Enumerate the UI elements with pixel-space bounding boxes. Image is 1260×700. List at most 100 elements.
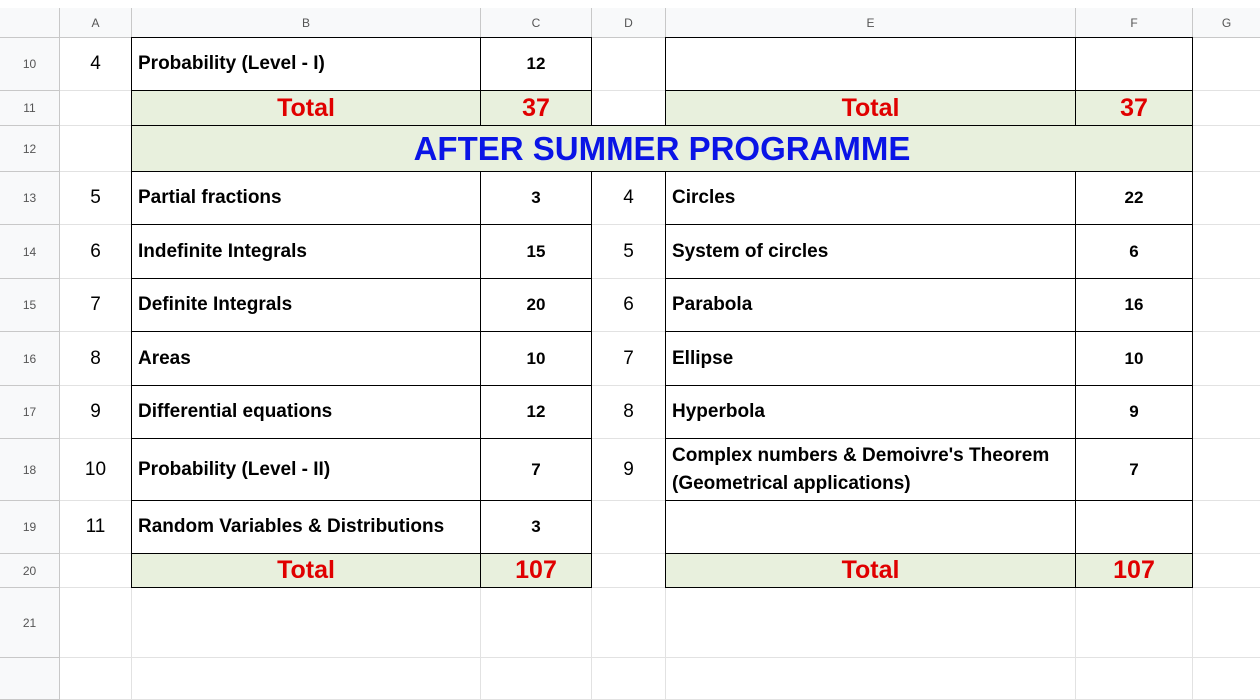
row-header[interactable]: 20 bbox=[0, 554, 60, 588]
total-value-right[interactable]: 107 bbox=[1075, 553, 1193, 588]
topic-right[interactable] bbox=[665, 500, 1076, 554]
topic-right[interactable] bbox=[665, 37, 1076, 91]
cell-g[interactable] bbox=[1193, 91, 1260, 126]
cell-serial-right[interactable] bbox=[592, 501, 666, 554]
cell[interactable] bbox=[666, 658, 1076, 700]
topic-right[interactable]: System of circles bbox=[665, 224, 1076, 279]
topic-right[interactable]: Parabola bbox=[665, 278, 1076, 332]
cell-g[interactable] bbox=[1193, 38, 1260, 91]
row-header[interactable]: 10 bbox=[0, 38, 60, 91]
cell-serial-right[interactable] bbox=[592, 38, 666, 91]
column-header-b[interactable]: B bbox=[132, 8, 481, 38]
total-label-left[interactable]: Total bbox=[131, 90, 481, 126]
cell-serial-right[interactable]: 7 bbox=[592, 332, 666, 386]
total-value-right[interactable]: 37 bbox=[1075, 90, 1193, 126]
column-header-d[interactable]: D bbox=[592, 8, 666, 38]
cell[interactable] bbox=[60, 658, 132, 700]
cell-serial-right[interactable]: 5 bbox=[592, 225, 666, 279]
topic-right[interactable]: Circles bbox=[665, 171, 1076, 225]
row-header[interactable] bbox=[0, 658, 60, 700]
hours-right[interactable]: 22 bbox=[1075, 171, 1193, 225]
hours-right[interactable]: 16 bbox=[1075, 278, 1193, 332]
hours-right[interactable] bbox=[1075, 500, 1193, 554]
select-all-corner[interactable] bbox=[0, 8, 60, 38]
cell-serial-left[interactable]: 11 bbox=[60, 501, 132, 554]
topic-left[interactable]: Areas bbox=[131, 331, 481, 386]
cell[interactable] bbox=[1193, 658, 1260, 700]
hours-left[interactable]: 15 bbox=[480, 224, 592, 279]
cell-serial-right[interactable] bbox=[592, 91, 666, 126]
cell-serial-left[interactable]: 10 bbox=[60, 439, 132, 501]
cell-serial-left[interactable] bbox=[60, 554, 132, 588]
cell-g[interactable] bbox=[1193, 439, 1260, 501]
cell-serial-left[interactable]: 6 bbox=[60, 225, 132, 279]
cell-g[interactable] bbox=[1193, 501, 1260, 554]
cell-serial-left[interactable] bbox=[60, 91, 132, 126]
column-header-c[interactable]: C bbox=[481, 8, 592, 38]
cell[interactable] bbox=[481, 588, 592, 658]
cell-serial-right[interactable]: 4 bbox=[592, 172, 666, 225]
total-label-left[interactable]: Total bbox=[131, 553, 481, 588]
row-header[interactable]: 16 bbox=[0, 332, 60, 386]
topic-left[interactable]: Partial fractions bbox=[131, 171, 481, 225]
row-header[interactable]: 15 bbox=[0, 279, 60, 332]
column-header-g[interactable]: G bbox=[1193, 8, 1260, 38]
topic-right[interactable]: Hyperbola bbox=[665, 385, 1076, 439]
total-value-left[interactable]: 107 bbox=[480, 553, 592, 588]
cell-g[interactable] bbox=[1193, 172, 1260, 225]
row-header[interactable]: 14 bbox=[0, 225, 60, 279]
hours-left[interactable]: 12 bbox=[480, 37, 592, 91]
hours-right[interactable]: 7 bbox=[1075, 438, 1193, 501]
topic-right[interactable]: Ellipse bbox=[665, 331, 1076, 386]
hours-right[interactable]: 9 bbox=[1075, 385, 1193, 439]
cell-serial-right[interactable]: 8 bbox=[592, 386, 666, 439]
cell[interactable] bbox=[592, 658, 666, 700]
row-header[interactable]: 11 bbox=[0, 91, 60, 126]
cell[interactable] bbox=[1076, 588, 1193, 658]
cell-serial-right[interactable] bbox=[592, 554, 666, 588]
topic-left[interactable]: Probability (Level - II) bbox=[131, 438, 481, 501]
cell[interactable] bbox=[132, 658, 481, 700]
row-header[interactable]: 19 bbox=[0, 501, 60, 554]
cell-serial-left[interactable]: 9 bbox=[60, 386, 132, 439]
cell-serial-left[interactable]: 8 bbox=[60, 332, 132, 386]
hours-left[interactable]: 10 bbox=[480, 331, 592, 386]
cell-g[interactable] bbox=[1193, 554, 1260, 588]
hours-right[interactable]: 6 bbox=[1075, 224, 1193, 279]
hours-left[interactable]: 20 bbox=[480, 278, 592, 332]
topic-left[interactable]: Probability (Level - I) bbox=[131, 37, 481, 91]
total-label-right[interactable]: Total bbox=[665, 90, 1076, 126]
topic-left[interactable]: Differential equations bbox=[131, 385, 481, 439]
cell[interactable] bbox=[132, 588, 481, 658]
hours-left[interactable]: 7 bbox=[480, 438, 592, 501]
column-header-a[interactable]: A bbox=[60, 8, 132, 38]
cell[interactable] bbox=[592, 588, 666, 658]
cell-g[interactable] bbox=[1193, 279, 1260, 332]
hours-left[interactable]: 12 bbox=[480, 385, 592, 439]
total-label-right[interactable]: Total bbox=[665, 553, 1076, 588]
column-header-e[interactable]: E bbox=[666, 8, 1076, 38]
hours-left[interactable]: 3 bbox=[480, 171, 592, 225]
section-title[interactable]: AFTER SUMMER PROGRAMME bbox=[131, 125, 1193, 172]
topic-left[interactable]: Indefinite Integrals bbox=[131, 224, 481, 279]
row-header[interactable]: 21 bbox=[0, 588, 60, 658]
row-header[interactable]: 12 bbox=[0, 126, 60, 172]
hours-right[interactable]: 10 bbox=[1075, 331, 1193, 386]
row-header[interactable]: 13 bbox=[0, 172, 60, 225]
hours-right[interactable] bbox=[1075, 37, 1193, 91]
row-header[interactable]: 17 bbox=[0, 386, 60, 439]
cell[interactable] bbox=[60, 588, 132, 658]
cell-g[interactable] bbox=[1193, 332, 1260, 386]
cell[interactable] bbox=[1076, 658, 1193, 700]
row-header[interactable]: 18 bbox=[0, 439, 60, 501]
cell-serial-left[interactable]: 7 bbox=[60, 279, 132, 332]
topic-left[interactable]: Random Variables & Distributions bbox=[131, 500, 481, 554]
cell-serial-right[interactable]: 9 bbox=[592, 439, 666, 501]
cell-serial-left[interactable]: 5 bbox=[60, 172, 132, 225]
cell-g[interactable] bbox=[1193, 225, 1260, 279]
cell-serial-left[interactable] bbox=[60, 126, 132, 172]
hours-left[interactable]: 3 bbox=[480, 500, 592, 554]
cell[interactable] bbox=[1193, 588, 1260, 658]
cell-g[interactable] bbox=[1193, 386, 1260, 439]
cell-g[interactable] bbox=[1193, 126, 1260, 172]
